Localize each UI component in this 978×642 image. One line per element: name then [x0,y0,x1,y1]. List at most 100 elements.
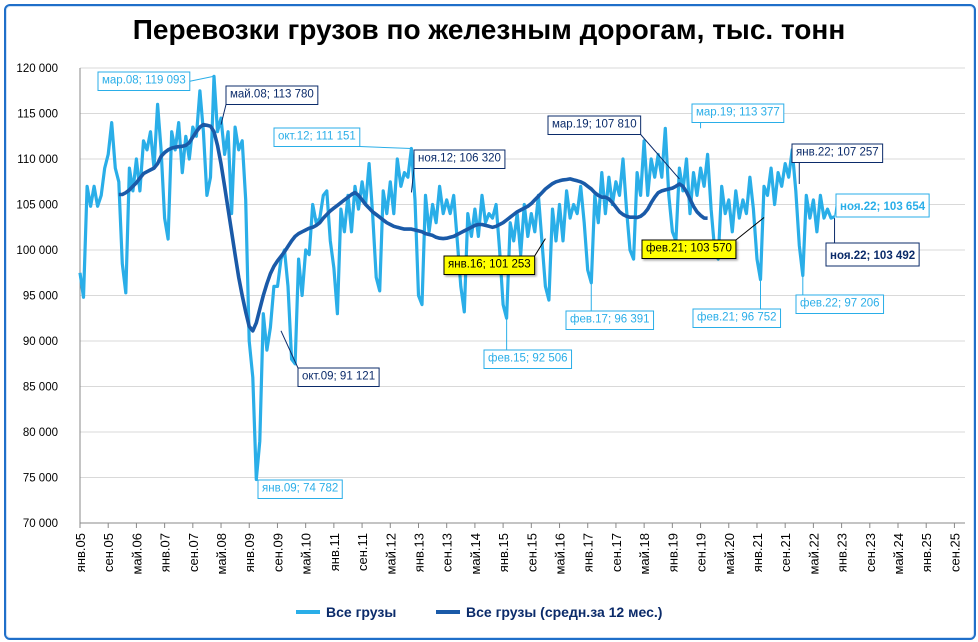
x-tick-label: янв.13 [411,533,426,572]
callout: окт.09; 91 121 [280,330,380,387]
callout-box [565,310,655,330]
callout-box [691,103,785,123]
y-tick-label: 95 000 [23,291,58,303]
callout-box [413,149,506,169]
callout-label: мар.08; 119 093 [102,75,186,87]
x-tick-label: сен.05 [101,533,116,572]
callout-box [547,115,642,135]
callout-leader [640,134,680,180]
series-lines [78,74,836,482]
x-tick-label: янв.17 [581,533,596,572]
series-line-average [118,122,708,333]
callout: янв.09; 74 782 [256,479,343,499]
x-tick-label: янв.07 [158,533,173,572]
callout: фев.17; 96 391 [565,282,655,330]
callout: фев.21; 96 752 [692,279,782,328]
callout: фев.21; 103 570 [641,217,765,259]
callout-leader [220,104,227,125]
callout-label: фев.17; 96 391 [570,314,650,326]
x-tick-labels: янв.05 сен.05 май.06 янв.07 сен.07 май.08 янв.… [73,533,962,575]
callout-label: мар.19; 107 810 [552,119,637,131]
callout-box [825,242,920,267]
callouts: мар.08; 119 093 май.08; 113 780 янв.09; 74… [97,71,930,499]
callout: янв.22; 107 257 [791,143,884,184]
callout-label: май.08; 113 780 [230,89,314,101]
y-tick-labels: 70 000 75 000 80 000 85 000 90 000 95 000 100 … [16,63,58,530]
x-tick-label: май.10 [299,533,314,575]
callout-label: ноя.22; 103 654 [840,201,926,213]
x-tick-label: янв.21 [750,533,765,572]
callout: мар.08; 119 093 [97,71,215,91]
y-tick-label: 105 000 [16,200,58,212]
callout-box [443,255,536,275]
callout-label: янв.16; 101 253 [448,259,531,271]
x-tick-label: сен.15 [524,533,539,572]
callout: фев.15; 92 506 [483,318,573,369]
axes [79,68,965,528]
x-tick-label: сен.09 [270,533,285,572]
callout-label: окт.09; 91 121 [302,371,375,383]
x-tick-label: май.08 [214,533,229,575]
callout-box [273,127,361,147]
x-tick-label: янв.09 [242,533,257,572]
callout: ноя.22; 103 492 [825,218,920,267]
callout-leader [735,217,765,241]
callout-leader [256,479,259,481]
callout-label: ноя.22; 103 492 [830,250,915,262]
callout-label: фев.22; 97 206 [800,298,880,310]
callout-leader [359,146,412,150]
x-tick-label: янв.15 [496,533,511,572]
x-tick-label: сен.13 [440,533,455,572]
x-tick-label: сен.21 [778,533,793,572]
y-tick-label: 90 000 [23,336,58,348]
callout-box [297,367,380,387]
callout-label: янв.09; 74 782 [262,483,338,495]
callout: окт.12; 111 151 [273,127,412,150]
callout-leader [189,75,215,82]
x-tick-label: май.22 [806,533,821,575]
callout-label: фев.15; 92 506 [488,353,568,365]
x-tick-label: сен.17 [609,533,624,572]
callout: янв.16; 101 253 [443,238,546,275]
y-tick-label: 70 000 [23,518,58,530]
callout-box [692,308,782,328]
legend: Все грузы Все грузы (средн.за 12 мес.) [296,604,662,620]
callout-box [225,85,319,105]
callout: май.08; 113 780 [220,85,319,125]
callout-leader [410,168,415,193]
x-tick-label: янв.25 [919,533,934,572]
callout: ноя.12; 106 320 [410,149,506,193]
x-tick-label: сен.07 [186,533,201,572]
chart-frame [4,4,976,640]
legend-label-average: Все грузы (средн.за 12 мес.) [466,604,662,620]
x-tick-label: сен.25 [947,533,962,572]
callout-label: янв.22; 107 257 [796,147,879,159]
y-tick-label: 120 000 [16,63,58,75]
x-tick-label: май.16 [553,533,568,575]
x-tick-label: сен.19 [694,533,709,572]
x-tick-label: янв.19 [665,533,680,572]
x-tick-label: май.12 [383,533,398,575]
callout-label: фев.21; 103 570 [646,243,732,255]
x-tick-label: май.06 [129,533,144,575]
y-tick-label: 85 000 [23,382,58,394]
callout-box [795,294,885,314]
callout-box [257,479,343,499]
x-tick-label: май.24 [891,533,906,575]
callout-box [641,239,737,259]
x-tick-label: май.18 [637,533,652,575]
callout-label: мар.19; 113 377 [696,107,780,119]
callout-label: окт.12; 111 151 [278,131,356,143]
y-tick-label: 100 000 [16,245,58,257]
x-tick-label: янв.11 [327,533,342,571]
chart-title: Перевозки грузов по железным дорогам, ты… [132,14,846,45]
callout-box [483,349,573,369]
callout: фев.22; 97 206 [795,275,885,314]
callout: ноя.22; 103 654 [834,193,930,218]
callout-leader [834,205,837,217]
series-line-monthly [78,74,836,482]
callout-label: ноя.12; 106 320 [418,153,501,165]
callout-leader [534,238,546,257]
callout-box [791,143,884,163]
